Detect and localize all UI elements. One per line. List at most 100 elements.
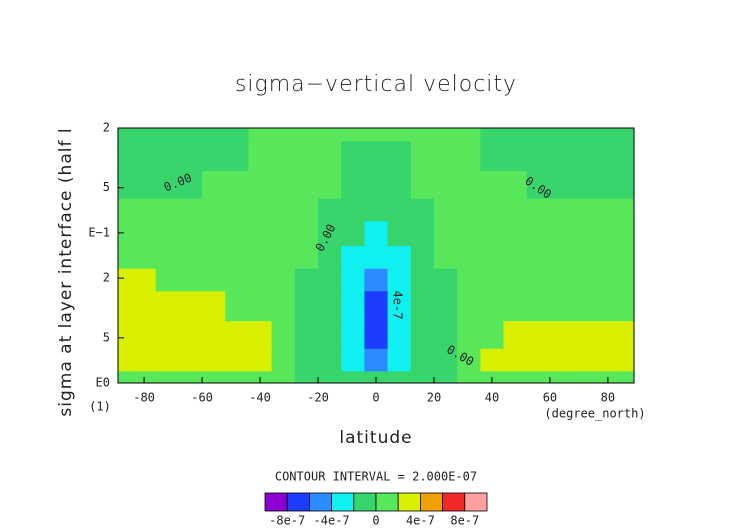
cell bbox=[457, 348, 481, 372]
cell bbox=[202, 198, 226, 222]
cell bbox=[526, 268, 551, 292]
cell bbox=[341, 221, 365, 247]
cell bbox=[387, 198, 412, 222]
cell bbox=[503, 246, 528, 270]
cell bbox=[318, 221, 342, 247]
colorbar-box bbox=[419, 492, 443, 512]
cell bbox=[503, 128, 528, 142]
cell bbox=[410, 171, 435, 200]
cell bbox=[480, 221, 505, 247]
cell bbox=[526, 171, 551, 200]
cell bbox=[271, 221, 296, 247]
colorbar-label: 8e-7 bbox=[450, 514, 479, 528]
cell bbox=[318, 171, 342, 200]
cell bbox=[271, 141, 296, 172]
y-tick-label: 5 bbox=[103, 330, 110, 344]
cell bbox=[364, 246, 389, 270]
cell bbox=[387, 141, 412, 172]
cell bbox=[526, 141, 551, 172]
cell bbox=[364, 348, 389, 372]
cell bbox=[410, 221, 435, 247]
cell bbox=[619, 348, 635, 372]
cell bbox=[503, 291, 528, 322]
cell bbox=[248, 348, 273, 372]
cell bbox=[178, 246, 203, 270]
cell bbox=[341, 198, 365, 222]
cell bbox=[410, 198, 435, 222]
cell bbox=[118, 268, 133, 292]
cell bbox=[503, 221, 528, 247]
cell bbox=[526, 348, 551, 372]
cell bbox=[132, 268, 157, 292]
colorbar-label: -8e-7 bbox=[269, 514, 305, 528]
cell bbox=[410, 128, 435, 142]
cell bbox=[457, 171, 481, 200]
cell bbox=[503, 371, 528, 384]
cell bbox=[480, 171, 505, 200]
colorbar-box bbox=[397, 492, 421, 512]
cell bbox=[573, 171, 597, 200]
cell bbox=[410, 321, 435, 350]
y-tick-label: 2 bbox=[103, 271, 110, 285]
cell bbox=[318, 198, 342, 222]
cell bbox=[294, 128, 319, 142]
cell bbox=[318, 246, 342, 270]
cell bbox=[202, 268, 226, 292]
cell bbox=[178, 171, 203, 200]
cell bbox=[294, 221, 319, 247]
colorbar-label: 0 bbox=[372, 514, 379, 528]
cell bbox=[596, 321, 621, 350]
cell bbox=[364, 268, 389, 292]
cell bbox=[118, 198, 133, 222]
cell bbox=[433, 171, 458, 200]
x-tick-label: 20 bbox=[427, 391, 441, 405]
cell bbox=[503, 171, 528, 200]
cell bbox=[387, 246, 412, 270]
cell bbox=[480, 291, 505, 322]
cell bbox=[248, 198, 273, 222]
cell bbox=[318, 268, 342, 292]
cell bbox=[225, 246, 249, 270]
cell bbox=[573, 371, 597, 384]
contour-label: 4e-7 bbox=[391, 291, 405, 320]
cell bbox=[318, 128, 342, 142]
cell bbox=[248, 291, 273, 322]
cell bbox=[433, 246, 458, 270]
cell bbox=[318, 321, 342, 350]
cell bbox=[619, 371, 635, 384]
cell bbox=[364, 141, 389, 172]
cell bbox=[341, 268, 365, 292]
cell bbox=[573, 128, 597, 142]
cell bbox=[364, 321, 389, 350]
cell bbox=[271, 291, 296, 322]
cell bbox=[457, 128, 481, 142]
cell bbox=[155, 198, 180, 222]
cell bbox=[202, 291, 226, 322]
cell bbox=[248, 141, 273, 172]
contour-interval: CONTOUR INTERVAL = 2.000E-07 bbox=[275, 470, 477, 484]
cell bbox=[178, 198, 203, 222]
cell bbox=[155, 291, 180, 322]
cell bbox=[132, 141, 157, 172]
cell bbox=[573, 198, 597, 222]
cell bbox=[178, 321, 203, 350]
y-unit: (1) bbox=[89, 400, 111, 414]
cell bbox=[549, 348, 574, 372]
cell bbox=[178, 141, 203, 172]
cell bbox=[225, 321, 249, 350]
cell bbox=[526, 128, 551, 142]
cell bbox=[480, 198, 505, 222]
cell bbox=[549, 371, 574, 384]
cell bbox=[341, 128, 365, 142]
cell bbox=[526, 198, 551, 222]
cell bbox=[364, 221, 389, 247]
cell bbox=[549, 221, 574, 247]
cell bbox=[619, 268, 635, 292]
y-tick-label: 5 bbox=[103, 180, 110, 194]
cell bbox=[248, 171, 273, 200]
cell bbox=[202, 371, 226, 384]
cell bbox=[619, 246, 635, 270]
cell bbox=[619, 291, 635, 322]
colorbar-box bbox=[286, 492, 310, 512]
cell bbox=[596, 291, 621, 322]
